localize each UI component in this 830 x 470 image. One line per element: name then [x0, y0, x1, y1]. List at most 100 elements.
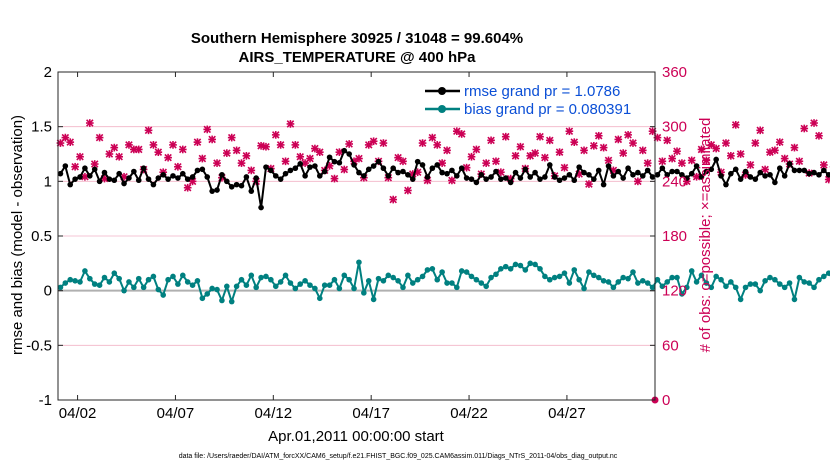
rmse-point — [825, 171, 830, 178]
bias-point — [209, 285, 215, 292]
rmse-point — [106, 176, 113, 182]
rmse-point — [121, 180, 127, 187]
rmse-point — [175, 175, 181, 181]
bias-point — [165, 276, 171, 283]
rmse-point — [615, 168, 622, 175]
rmse-point — [233, 181, 240, 188]
obs-count-point — [364, 141, 373, 149]
bias-series — [57, 259, 830, 305]
bias-point — [684, 284, 690, 291]
rmse-point — [669, 168, 675, 175]
bias-point — [605, 279, 612, 285]
rmse-point — [821, 167, 827, 174]
rmse-point — [791, 167, 798, 174]
bias-point — [737, 296, 744, 303]
rmse-point — [194, 167, 201, 174]
rmse-point — [571, 177, 578, 184]
bias-point — [116, 275, 122, 282]
rmse-point — [287, 167, 294, 174]
bias-point — [791, 296, 798, 303]
x-tick-label: 04/27 — [548, 405, 586, 422]
bias-point — [806, 280, 812, 286]
obs-count-point — [501, 132, 510, 141]
bias-point — [639, 278, 646, 284]
bias-point — [444, 280, 450, 286]
obs-count-point — [174, 162, 182, 171]
rmse-point — [679, 171, 685, 178]
bias-point — [674, 274, 680, 281]
bias-point — [316, 295, 323, 302]
bias-point — [72, 278, 78, 284]
rmse-point — [732, 166, 739, 173]
obs-count-point — [379, 139, 388, 147]
rmse-point — [698, 174, 705, 180]
bias-point — [253, 284, 259, 291]
obs-count-point — [638, 146, 647, 155]
chart-title: Southern Hemisphere 30925 / 31048 = 99.6… — [191, 30, 523, 47]
bias-point — [365, 278, 372, 284]
rmse-point — [561, 175, 568, 181]
rmse-point — [248, 188, 255, 194]
rmse-point — [630, 171, 636, 178]
rmse-point — [307, 164, 313, 170]
obs-count-point — [604, 156, 613, 165]
obs-count-point — [110, 143, 119, 152]
bias-point — [434, 276, 441, 283]
bias-point — [326, 282, 333, 289]
obs-count-point — [262, 142, 270, 151]
rmse-point — [674, 168, 680, 175]
bias-point — [493, 271, 499, 278]
bias-point — [732, 284, 739, 291]
bias-point — [463, 269, 470, 275]
obs-count-point — [736, 150, 745, 158]
bias-point — [400, 284, 406, 291]
rmse-point — [184, 176, 191, 182]
bias-point — [419, 273, 426, 280]
x-tick-label: 04/17 — [352, 405, 390, 422]
obs-count-point — [242, 151, 251, 160]
bias-point — [248, 272, 255, 279]
bias-point — [409, 280, 416, 286]
rmse-point — [458, 165, 465, 172]
obs-count-point — [687, 156, 696, 165]
bias-point — [135, 275, 142, 282]
rmse-point — [713, 156, 719, 163]
rmse-point — [688, 170, 695, 177]
obs-count-point — [232, 146, 241, 155]
obs-count-point — [433, 141, 442, 149]
rmse-point — [214, 187, 220, 193]
legend-rmse-label: rmse grand pr = 1.0786 — [464, 83, 620, 100]
obs-count-point — [193, 138, 202, 146]
obs-count-point — [418, 139, 427, 147]
obs-count-point — [183, 183, 192, 192]
obs-count-point — [746, 161, 755, 169]
rmse-point — [297, 161, 304, 167]
obs-count-point — [198, 154, 207, 163]
bias-point — [595, 274, 602, 281]
rmse-point — [165, 176, 171, 182]
bias-point — [586, 269, 592, 275]
rmse-point — [331, 158, 338, 165]
obs-count-point — [516, 142, 525, 151]
obs-count-point — [570, 138, 579, 146]
rmse-point — [762, 173, 768, 179]
x-axis-ticks: 04/02 04/07 04/12 04/17 04/22 04/27 — [59, 72, 586, 422]
rmse-point — [439, 169, 445, 176]
obs-count-point — [271, 131, 280, 139]
bias-point — [816, 276, 822, 283]
obs-count-point — [428, 133, 437, 142]
bias-point — [243, 282, 250, 289]
rmse-point — [77, 174, 83, 180]
obs-count-point — [697, 145, 706, 154]
rmse-point — [737, 176, 744, 182]
obs-count-point — [105, 150, 114, 158]
bias-point — [767, 274, 773, 281]
obs-count-point — [771, 146, 779, 155]
bias-point — [131, 284, 137, 291]
right-tick-label: 60 — [662, 337, 679, 354]
bias-point — [630, 269, 636, 275]
bias-point — [708, 284, 715, 291]
chart-subtitle: AIRS_TEMPERATURE @ 400 hPa — [239, 49, 477, 66]
rmse-point — [718, 173, 724, 179]
bias-point — [512, 261, 519, 268]
